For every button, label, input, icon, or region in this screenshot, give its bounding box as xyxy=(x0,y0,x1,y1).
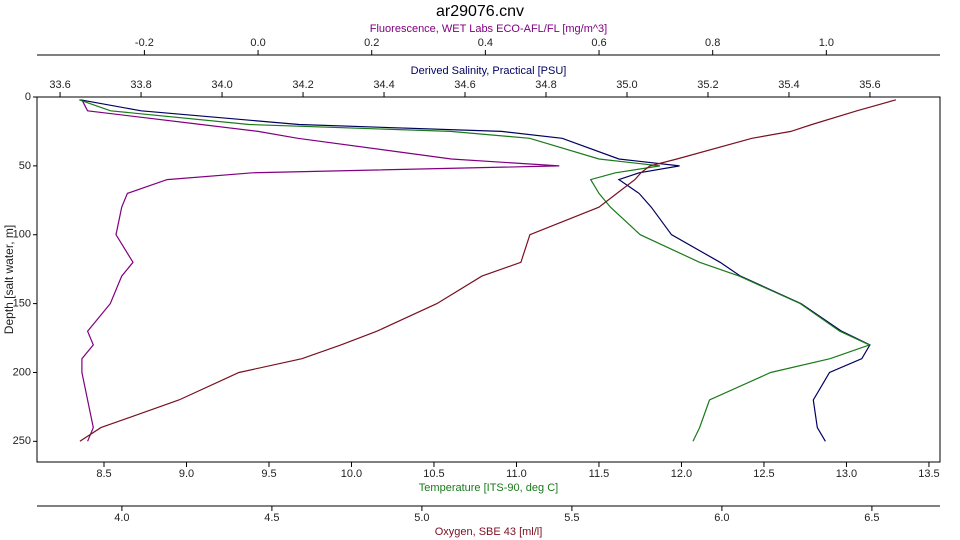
x-tick-label: 35.0 xyxy=(616,79,637,91)
x-tick-label: 34.6 xyxy=(454,79,475,91)
profile-line xyxy=(80,99,871,442)
x-tick-label: 11.5 xyxy=(589,468,610,480)
x-tick-label: 13.0 xyxy=(836,468,857,480)
x-tick-label: 34.0 xyxy=(211,79,232,91)
x-tick-label: 4.5 xyxy=(264,512,279,524)
profile-line xyxy=(79,99,897,442)
x-tick-label: 33.8 xyxy=(130,79,151,91)
x-tick-label: 10.5 xyxy=(423,468,444,480)
x-tick-label: 9.5 xyxy=(261,468,276,480)
x-tick-label: 0.6 xyxy=(591,37,606,49)
x-tick-label: 5.5 xyxy=(564,512,579,524)
x-tick-label: 12.0 xyxy=(671,468,692,480)
y-tick-label: 50 xyxy=(19,160,31,172)
x-axis-label: Fluorescence, WET Labs ECO-AFL/FL [mg/m^… xyxy=(370,23,607,35)
x-tick-label: 6.5 xyxy=(864,512,879,524)
plot-frame xyxy=(36,96,941,463)
y-axis-label: Depth [salt water, m] xyxy=(2,225,16,334)
x-tick-label: 12.5 xyxy=(753,468,774,480)
y-tick-label: 150 xyxy=(13,298,31,310)
x-tick-label: 0.4 xyxy=(478,37,493,49)
x-tick-label: 35.6 xyxy=(859,79,880,91)
x-tick-label: 33.6 xyxy=(49,79,70,91)
x-tick-label: 0.2 xyxy=(364,37,379,49)
y-tick-label: 0 xyxy=(25,91,31,103)
profile-line xyxy=(81,99,560,442)
x-tick-label: 34.2 xyxy=(292,79,313,91)
x-tick-label: 34.4 xyxy=(373,79,394,91)
x-axis-label: Oxygen, SBE 43 [ml/l] xyxy=(435,526,543,538)
x-tick-label: 35.4 xyxy=(778,79,799,91)
x-tick-label: 35.2 xyxy=(697,79,718,91)
x-tick-label: 8.5 xyxy=(96,468,111,480)
x-tick-label: 13.5 xyxy=(918,468,939,480)
profile-line xyxy=(79,99,872,442)
x-tick-label: 0.0 xyxy=(250,37,265,49)
y-tick-label: 100 xyxy=(13,229,31,241)
x-tick-label: 34.8 xyxy=(535,79,556,91)
x-tick-label: -0.2 xyxy=(135,37,154,49)
chart-title: ar29076.cnv xyxy=(436,3,524,20)
x-tick-label: 10.0 xyxy=(341,468,362,480)
y-tick-label: 250 xyxy=(13,435,31,447)
x-tick-label: 6.0 xyxy=(714,512,729,524)
x-tick-label: 5.0 xyxy=(414,512,429,524)
x-tick-label: 9.0 xyxy=(179,468,194,480)
x-axis-label: Derived Salinity, Practical [PSU] xyxy=(411,65,567,77)
x-tick-label: 1.0 xyxy=(819,37,834,49)
x-tick-label: 0.8 xyxy=(705,37,720,49)
y-tick-label: 200 xyxy=(13,366,31,378)
x-axis-label: Temperature [ITS-90, deg C] xyxy=(419,482,558,494)
x-tick-label: 4.0 xyxy=(114,512,129,524)
x-tick-label: 11.0 xyxy=(506,468,527,480)
